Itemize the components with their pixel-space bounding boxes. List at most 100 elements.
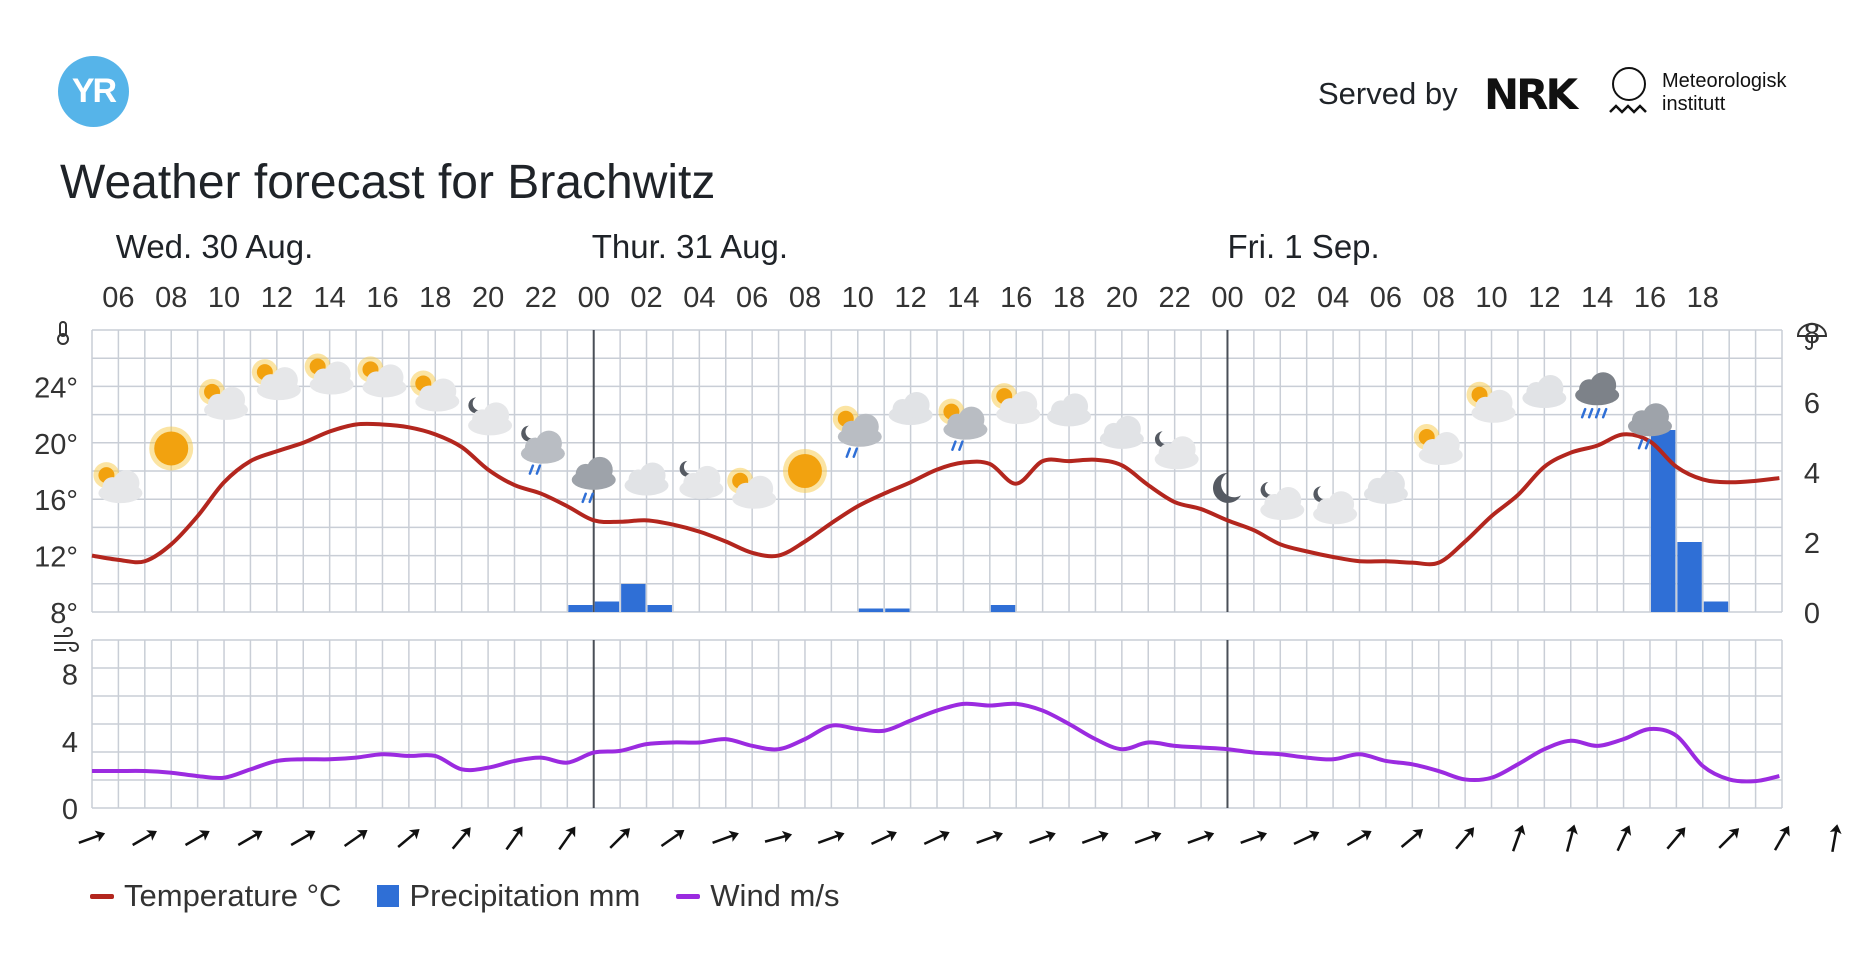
- cloud-part: [852, 413, 879, 440]
- wind-tick-label: 4: [62, 727, 78, 759]
- arrow-head: [408, 829, 420, 840]
- arrow-head: [1150, 830, 1162, 842]
- time-tick-label: 20: [1106, 282, 1138, 314]
- temperature-grid: [91, 329, 1783, 613]
- time-tick-label: 06: [736, 282, 768, 314]
- arrow-head: [460, 827, 471, 839]
- wind-direction-arrow: [1455, 827, 1475, 850]
- precipitation-bar: [990, 605, 1016, 612]
- nrk-logo[interactable]: NRK: [1484, 70, 1578, 119]
- cloudy-icon: [1522, 375, 1567, 409]
- time-tick-label: 04: [1317, 282, 1349, 314]
- wind-direction-arrow: [609, 828, 631, 849]
- chart-legend: Temperature °C Precipitation mm Wind m/s: [90, 878, 875, 914]
- precipitation-bar: [1650, 430, 1676, 612]
- time-tick-label: 08: [1423, 282, 1455, 314]
- moon-shape: [521, 425, 537, 442]
- cloudy-icon: [624, 462, 669, 496]
- arrow-head: [1463, 827, 1475, 839]
- wind-direction-arrow: [451, 827, 471, 850]
- cloud-part: [535, 430, 562, 457]
- legend-temperature: Temperature °C: [90, 878, 341, 914]
- cloud-part: [271, 367, 298, 394]
- rain-showers-day-icon: [832, 405, 882, 458]
- wind-direction-arrow: [1829, 824, 1842, 853]
- wind-direction-arrow: [505, 826, 523, 851]
- partly-cloudy-night-icon: [1154, 431, 1199, 470]
- cloud-part: [903, 391, 930, 418]
- arrow-head: [673, 829, 685, 841]
- time-tick-label: 06: [1370, 282, 1402, 314]
- wind-direction-arrow: [1400, 829, 1424, 848]
- arrow-head: [1566, 824, 1578, 835]
- wind-direction-arrow: [1029, 830, 1056, 844]
- time-tick-label: 12: [894, 282, 926, 314]
- cloud-part: [1433, 432, 1460, 459]
- temperature-tick-label: 16°: [34, 485, 78, 517]
- legend-wind-swatch: [676, 893, 701, 899]
- rain-drop: [845, 447, 852, 458]
- time-tick-label: 22: [525, 282, 557, 314]
- precipitation-bar: [1703, 601, 1729, 612]
- met-logo-icon: [1612, 67, 1646, 101]
- wind-direction-arrow: [1773, 825, 1790, 851]
- arrow-head: [251, 830, 263, 841]
- wind-direction-arrow: [78, 830, 106, 844]
- rain-drop: [1601, 407, 1608, 419]
- arrow-head: [938, 830, 950, 842]
- arrow-head: [1829, 824, 1842, 835]
- arrow-head: [1098, 830, 1109, 842]
- temperature-tick-label: 12°: [34, 542, 78, 574]
- temperature-line: [91, 421, 1780, 567]
- time-tick-label: 22: [1159, 282, 1191, 314]
- time-tick-label: 04: [683, 282, 715, 314]
- time-tick-label: 16: [1000, 282, 1032, 314]
- partly-cloudy-day-icon: [93, 462, 143, 504]
- thermometer-bulb: [57, 333, 69, 345]
- wind-tick-label: 0: [62, 794, 78, 826]
- clear-night-icon: [1212, 472, 1241, 503]
- partly-cloudy-day-icon: [1413, 424, 1463, 466]
- wind-grid: [91, 639, 1783, 809]
- rain-drop: [1637, 438, 1644, 450]
- time-tick-label: 14: [314, 282, 346, 314]
- time-tick-label: 10: [842, 282, 874, 314]
- arrow-head: [992, 830, 1003, 842]
- arrow-head: [619, 828, 631, 839]
- time-tick-label: 10: [208, 282, 240, 314]
- precipitation-tick-label: 2: [1804, 528, 1820, 560]
- wind-direction-arrow: [290, 830, 316, 847]
- arrow-head: [886, 830, 897, 842]
- legend-wind-label: Wind m/s: [710, 878, 840, 913]
- temperature-tick-label: 24°: [34, 372, 78, 404]
- yr-logo[interactable]: YR: [58, 56, 129, 127]
- sun-disc: [154, 431, 189, 466]
- time-tick-label: 12: [261, 282, 293, 314]
- time-tick-label: 08: [789, 282, 821, 314]
- arrow-head: [146, 830, 157, 841]
- cloud-part: [1275, 487, 1302, 514]
- moon-shape: [1212, 472, 1241, 503]
- wind-direction-arrow: [132, 830, 157, 847]
- legend-precipitation-label: Precipitation mm: [409, 878, 641, 913]
- precipitation-bar: [568, 605, 593, 612]
- cloudy-icon: [1047, 393, 1092, 427]
- arrow-head: [1256, 830, 1268, 842]
- cloudy-icon: [888, 391, 933, 425]
- rain-showers-day-icon: [938, 398, 988, 451]
- time-tick-label: 02: [1264, 282, 1296, 314]
- partly-cloudy-day-icon: [199, 378, 249, 420]
- wind-direction-arrow: [1511, 824, 1526, 852]
- arrow-head: [834, 830, 845, 842]
- wind-direction-arrow: [1565, 824, 1578, 852]
- met-wave-icon: [1609, 104, 1647, 114]
- yr-logo-text: YR: [71, 72, 117, 110]
- time-tick-label: 18: [1687, 282, 1719, 314]
- temperature-tick-label: 8°: [50, 598, 78, 630]
- arrow-head: [728, 830, 739, 842]
- moon-shape: [679, 460, 695, 477]
- time-tick-label: 02: [630, 282, 662, 314]
- umbrella-handle: [1805, 336, 1813, 350]
- arrow-head: [1045, 830, 1056, 842]
- precipitation-bar: [858, 608, 884, 612]
